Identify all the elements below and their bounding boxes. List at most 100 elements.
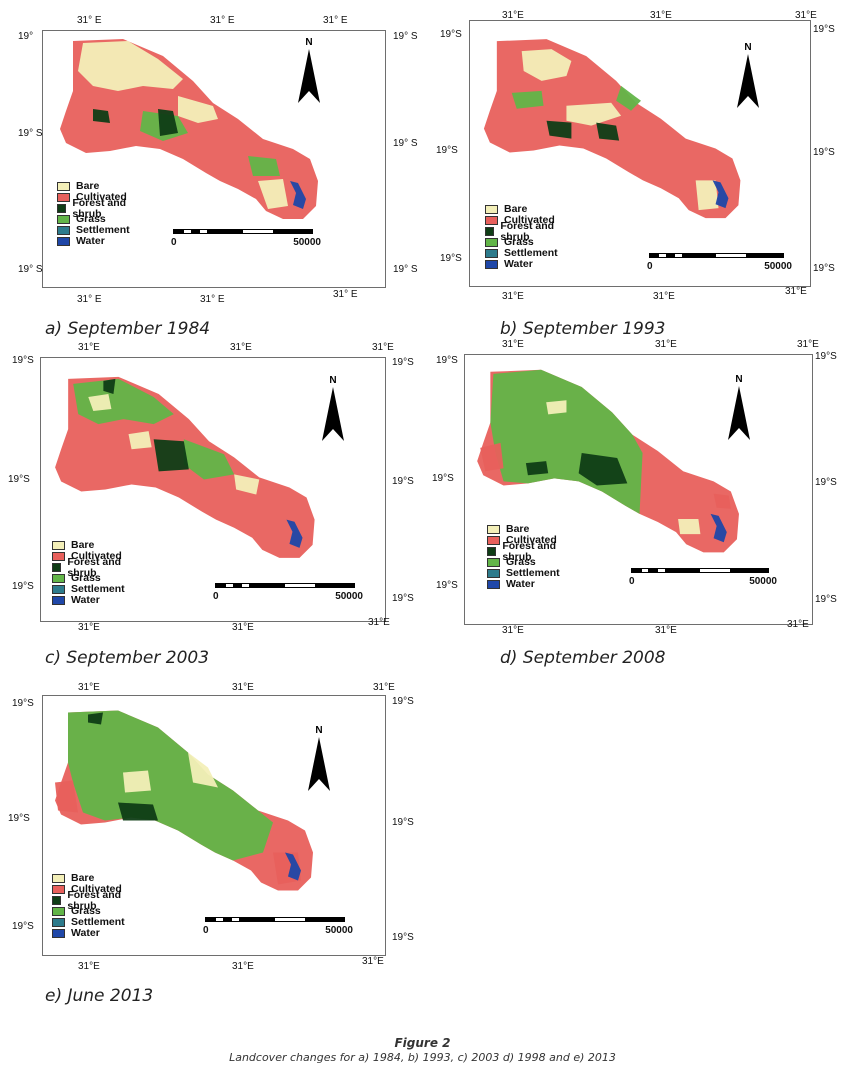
bottom-coord: 31°E (78, 622, 100, 633)
north-arrow-icon: N (306, 723, 332, 800)
legend-label: Settlement (76, 224, 130, 236)
legend-label: Cultivated (76, 191, 127, 203)
legend-item: Settlement (485, 248, 558, 259)
legend-label: Cultivated (71, 550, 122, 562)
legend-label: Water (504, 258, 533, 270)
top-coord: 31°E (502, 339, 524, 350)
right-coord: 19° S (393, 31, 418, 42)
legend-label: Bare (76, 180, 100, 192)
legend-swatch (52, 585, 65, 594)
right-coord: 19°S (392, 357, 414, 368)
panel-caption: e) June 2013 (45, 986, 154, 1006)
scale-start-label: 0 (203, 925, 209, 936)
bottom-coord: 31°E (655, 625, 677, 636)
legend-item: Water (52, 928, 125, 939)
bottom-coord: 31°E (78, 961, 100, 972)
legend-swatch (52, 596, 65, 605)
north-label: N (305, 37, 312, 48)
map-legend: Bare Cultivated Forest and shrub Grass Settl… (52, 540, 125, 606)
top-coord: 31°E (230, 342, 252, 353)
scale-end-label: 50000 (749, 576, 777, 587)
left-coord: 19°S (12, 581, 34, 592)
legend-swatch (485, 227, 495, 236)
bottom-coord: 31°E (232, 622, 254, 633)
top-coord: 31°E (373, 682, 395, 693)
legend-swatch (57, 193, 70, 202)
left-coord: 19° (18, 31, 34, 42)
panel-caption: d) September 2008 (500, 648, 666, 668)
left-coord: 19°S (12, 355, 34, 366)
legend-swatch (52, 896, 62, 905)
bottom-coord: 31° E (77, 294, 102, 305)
legend-item: Bare (487, 524, 560, 535)
legend-label: Settlement (506, 567, 560, 579)
north-label: N (315, 725, 322, 736)
legend-item: Settlement (52, 917, 125, 928)
legend-item: Settlement (52, 584, 125, 595)
bottom-coord: 31°E (362, 956, 384, 967)
legend-item: Settlement (487, 568, 560, 579)
scale-strip (215, 583, 355, 588)
north-label: N (735, 374, 742, 385)
right-coord: 19°S (815, 594, 837, 605)
right-coord: 19°S (392, 593, 414, 604)
legend-label: Forest and shrub (500, 219, 555, 243)
bottom-coord: 31°E (785, 286, 807, 297)
scale-strip (205, 917, 345, 922)
legend-label: Grass (71, 572, 101, 584)
right-coord: 19°S (813, 24, 835, 35)
legend-item: Cultivated (52, 551, 125, 562)
scale-start-label: 0 (629, 576, 635, 587)
right-coord: 19°S (813, 147, 835, 158)
top-coord: 31°E (78, 342, 100, 353)
left-coord: 19°S (12, 921, 34, 932)
legend-item: Cultivated (57, 192, 130, 203)
left-coord: 19°S (440, 29, 462, 40)
top-coord: 31°E (650, 10, 672, 21)
figure-caption: Landcover changes for a) 1984, b) 1993, … (229, 1051, 616, 1064)
scale-strip (649, 253, 784, 258)
landcover-map (477, 369, 739, 553)
legend-label: Settlement (71, 583, 125, 595)
north-arrow-shape (322, 387, 344, 441)
legend-item: Cultivated (52, 884, 125, 895)
left-coord: 19°S (436, 145, 458, 156)
top-coord: 31°E (78, 682, 100, 693)
north-arrow-shape (308, 737, 330, 791)
panel-caption: b) September 1993 (500, 319, 666, 339)
legend-swatch (485, 216, 498, 225)
scale-start-label: 0 (171, 237, 177, 248)
legend-item: Bare (52, 540, 125, 551)
legend-swatch (57, 204, 67, 213)
legend-swatch (52, 541, 65, 550)
legend-swatch (485, 249, 498, 258)
legend-swatch (487, 569, 500, 578)
landcover-map (55, 376, 315, 558)
legend-item: Forest and shrub (52, 889, 125, 911)
bottom-coord: 31°E (502, 291, 524, 302)
bottom-coord: 31°E (502, 625, 524, 636)
legend-label: Water (506, 578, 535, 590)
map-legend: Bare Cultivated Forest and shrub Grass Settl… (52, 873, 125, 939)
legend-item: Water (57, 236, 130, 247)
north-arrow-shape (737, 54, 759, 108)
scale-strip (173, 229, 313, 234)
legend-item: Cultivated (485, 215, 558, 226)
legend-item: Water (485, 259, 558, 270)
legend-swatch (52, 929, 65, 938)
north-label: N (329, 375, 336, 386)
legend-label: Settlement (504, 247, 558, 259)
top-coord: 31° E (77, 15, 102, 26)
legend-label: Forest and shrub (67, 555, 122, 579)
top-coord: 31°E (797, 339, 819, 350)
legend-item: Forest and shrub (487, 540, 560, 562)
legend-item: Forest and shrub (52, 556, 125, 578)
legend-label: Cultivated (71, 883, 122, 895)
right-coord: 19°S (392, 476, 414, 487)
legend-label: Water (71, 927, 100, 939)
legend-label: Grass (504, 236, 534, 248)
top-coord: 31°E (502, 10, 524, 21)
legend-label: Water (71, 594, 100, 606)
legend-swatch (57, 226, 70, 235)
top-coord: 31°E (372, 342, 394, 353)
